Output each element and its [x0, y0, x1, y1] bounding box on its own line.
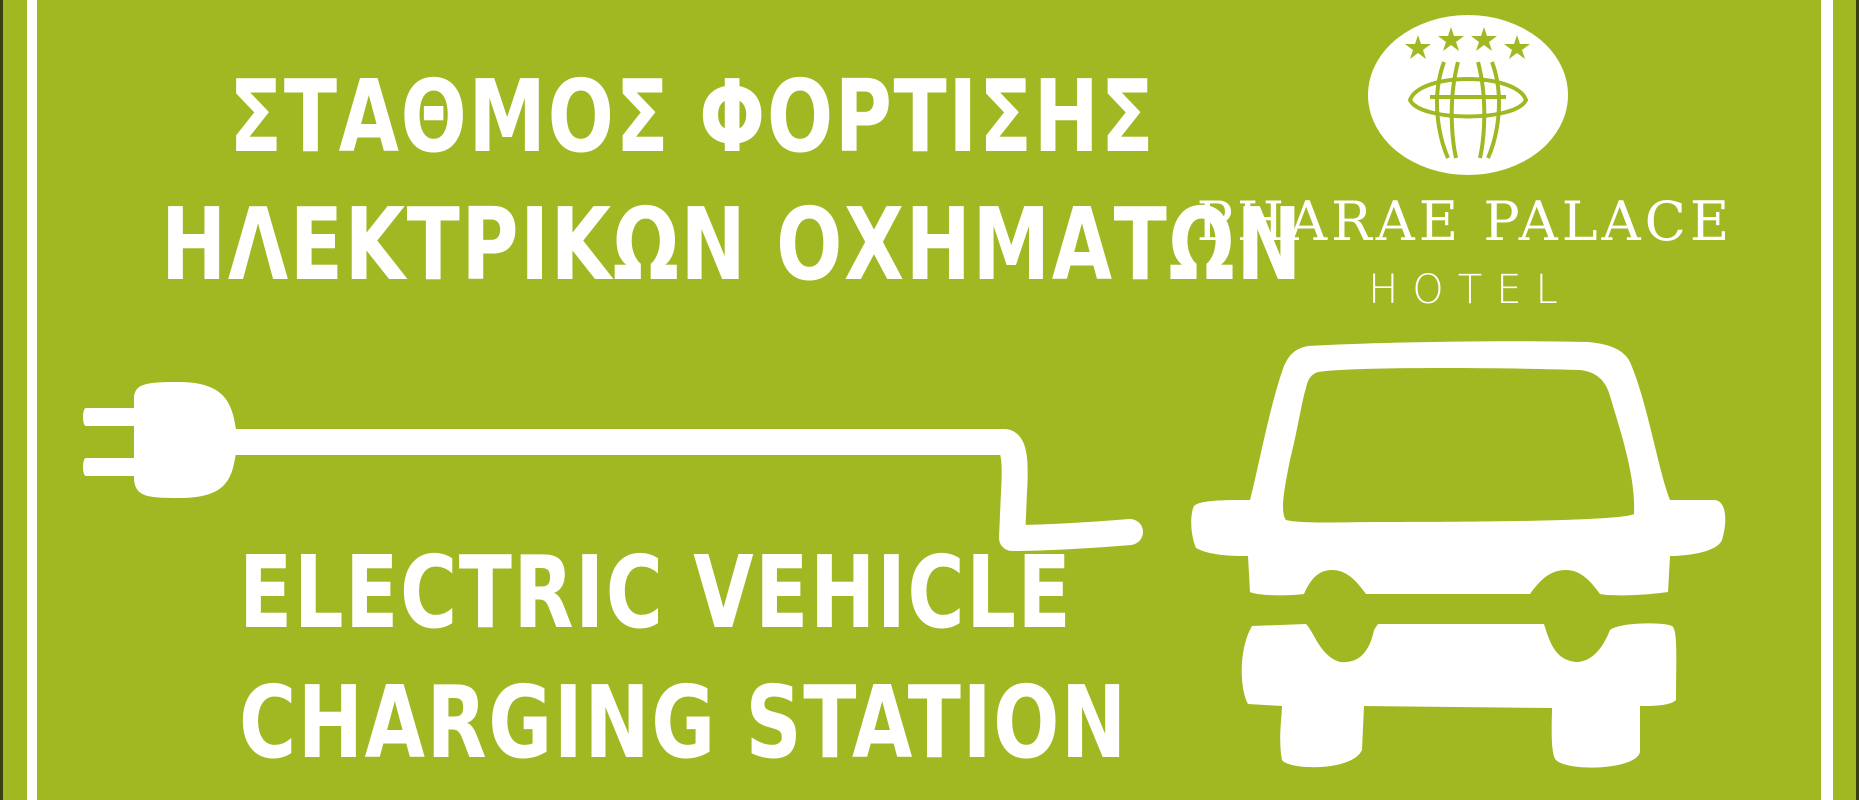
star-icon [1504, 35, 1530, 59]
logo-monogram [1407, 61, 1529, 159]
hotel-emblem-icon [1368, 15, 1568, 175]
english-title-line-1: ELECTRIC VEHICLE [239, 534, 1073, 651]
star-icon [1438, 27, 1464, 51]
star-icon [1405, 35, 1431, 59]
frame-line-left [27, 0, 37, 800]
hotel-logo-name: PHARAE PALACE [1196, 190, 1734, 253]
star-icon [1471, 27, 1497, 51]
plug-icon [83, 382, 236, 498]
car-icon [1191, 341, 1726, 768]
frame-edge-left [0, 0, 3, 800]
frame-edge-right [1856, 0, 1859, 800]
hotel-logo-subtitle: HOTEL [1368, 267, 1572, 313]
frame-line-right [1821, 0, 1833, 800]
charging-cable [221, 429, 1143, 551]
logo-stars [1405, 27, 1530, 59]
